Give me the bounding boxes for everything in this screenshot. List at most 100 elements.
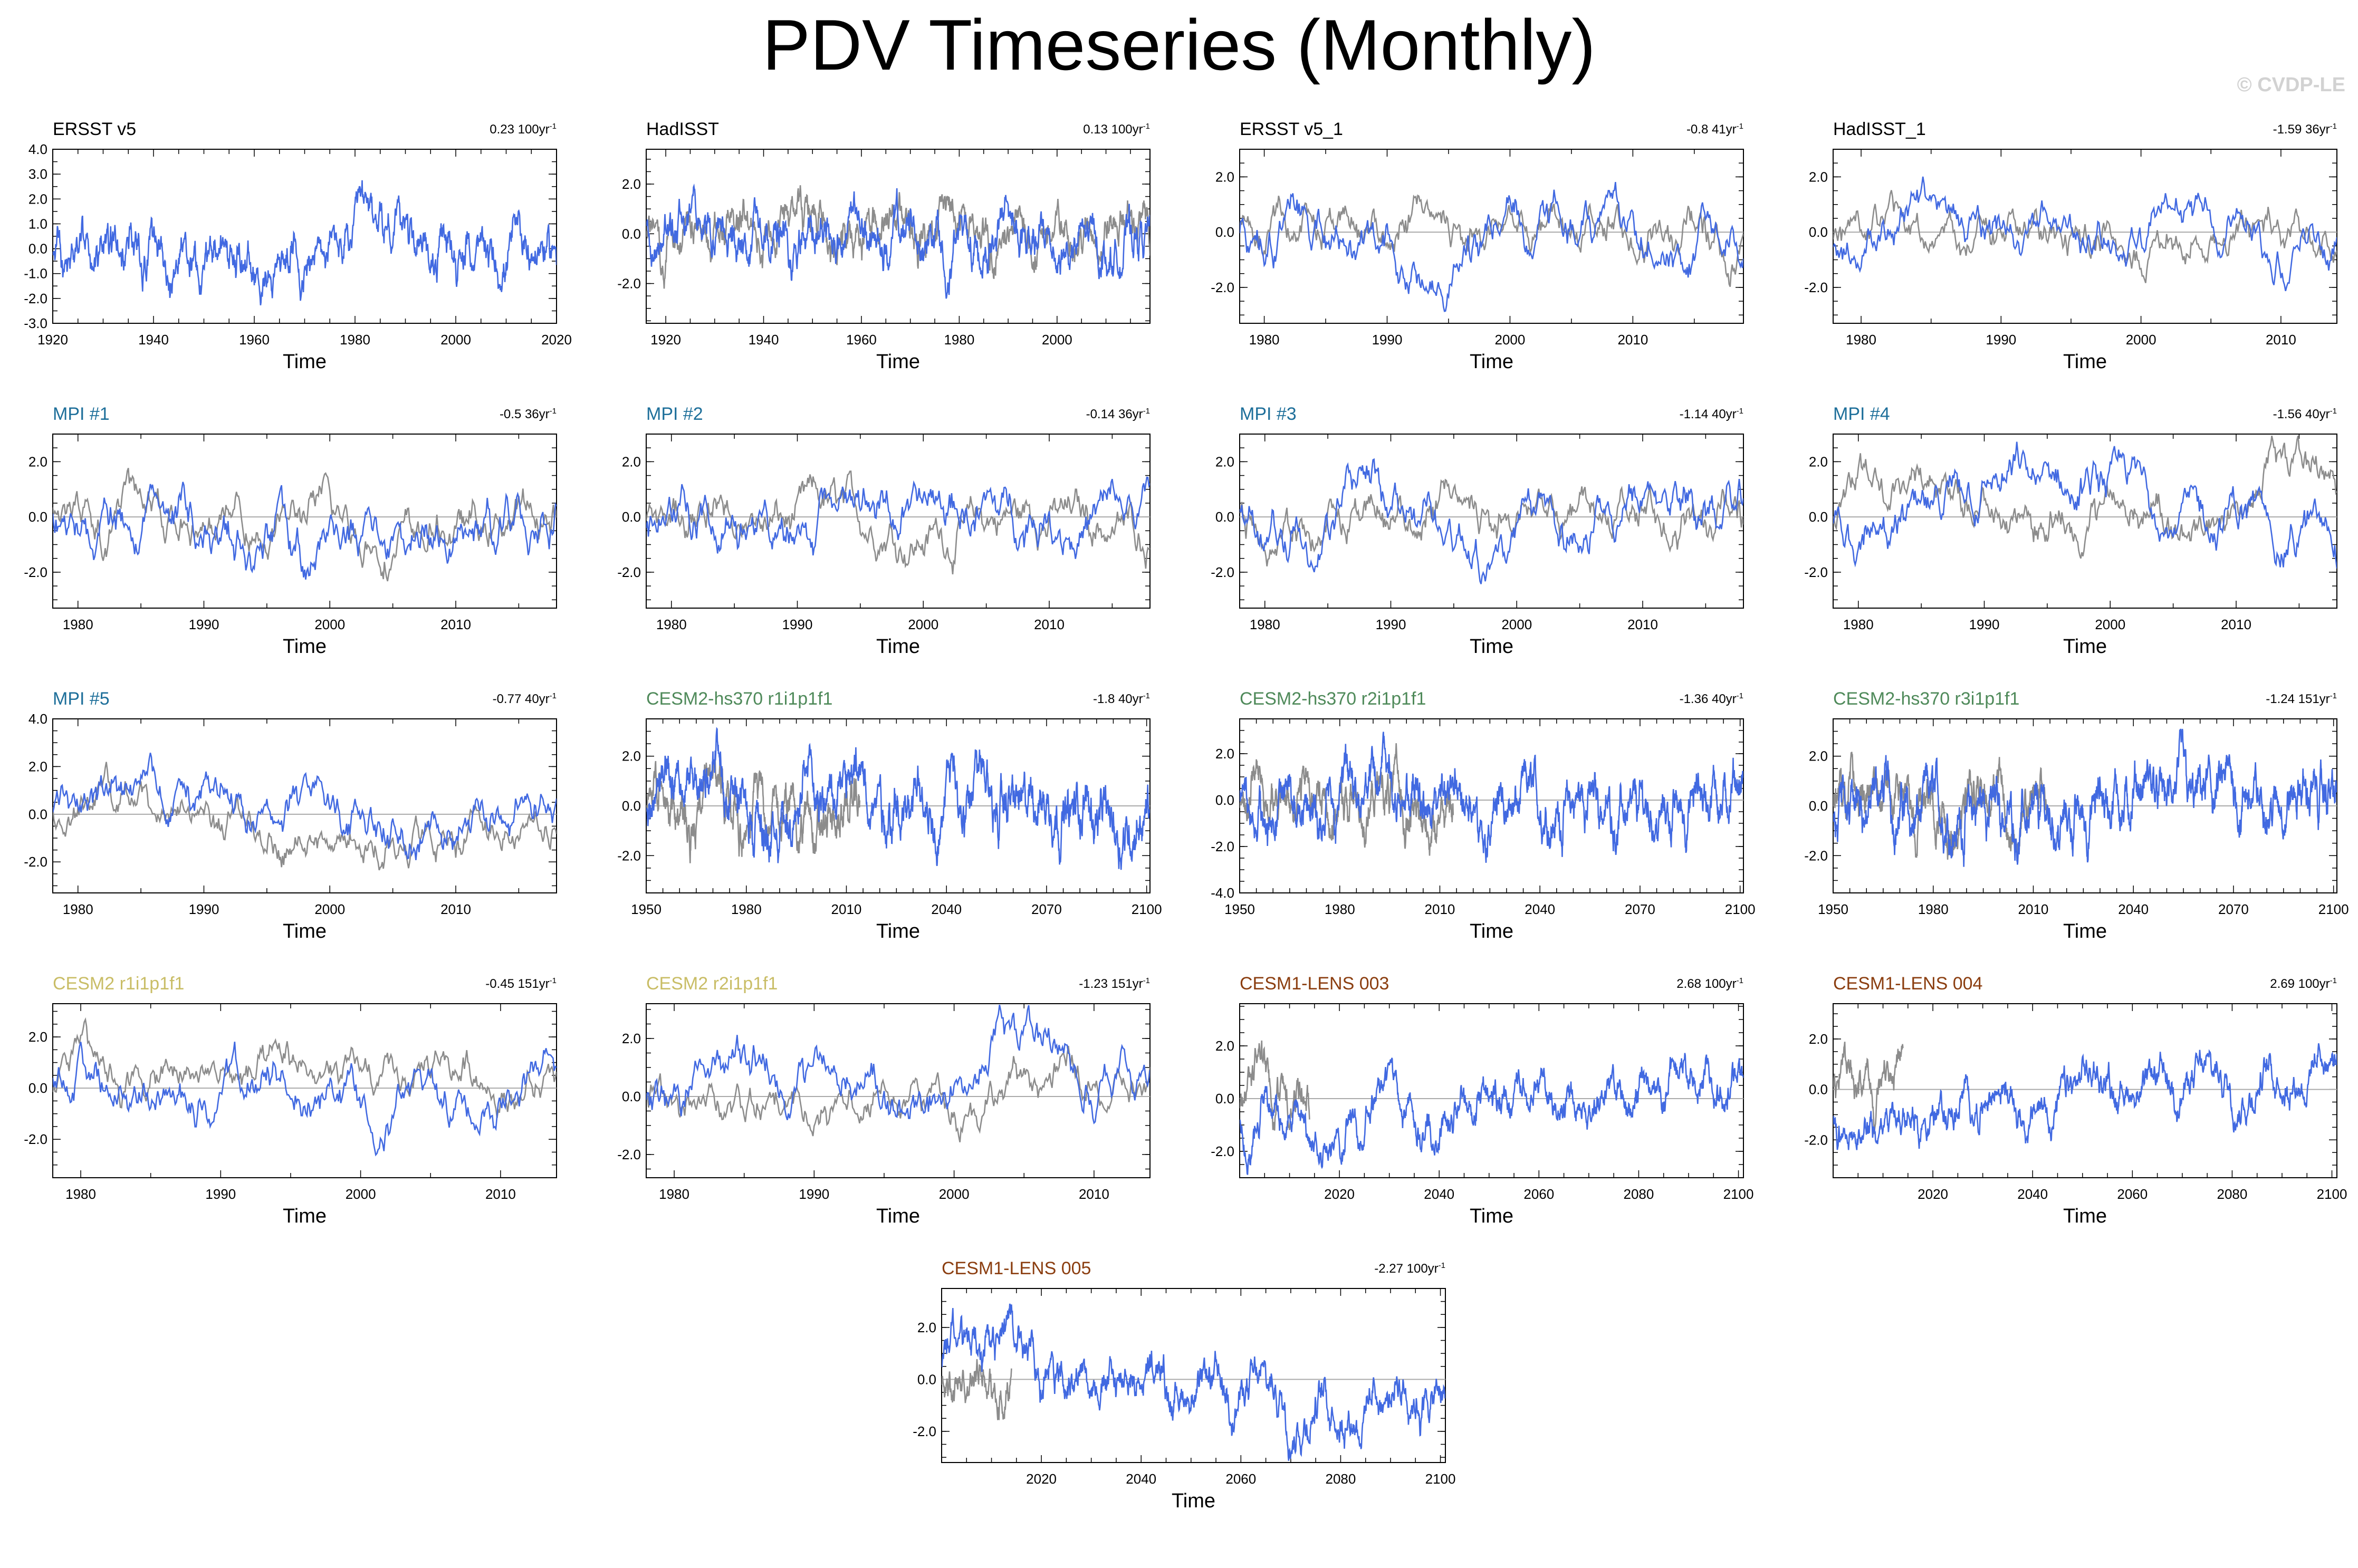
x-tick-label: 2040 xyxy=(931,901,962,917)
plot-area: 2020 2040 2060 2080 2100 2.0 0.0 -2.0 xyxy=(1211,1003,1754,1202)
plot-area: 1980 1990 2000 2010 2.0 0.0 -2.0 xyxy=(617,434,1151,632)
trend-unit-exponent: -1 xyxy=(1143,407,1150,416)
panel-title: MPI #4 xyxy=(1833,404,1890,424)
x-axis-label: Time xyxy=(282,636,327,658)
y-tick-label: -2.0 xyxy=(1211,564,1234,580)
plot-area: 1980 1990 2000 2010 4.0 2.0 0.0 -2.0 xyxy=(24,711,557,917)
x-tick-label: 1990 xyxy=(1372,332,1403,348)
trend-value: -1.59 36yr xyxy=(2273,122,2330,137)
panel-trend: 0.23 100yr-1 xyxy=(419,122,557,137)
x-tick-label: 2070 xyxy=(1625,901,1655,917)
panel-trend: -1.14 40yr-1 xyxy=(1606,407,1743,422)
y-tick-label: 2.0 xyxy=(28,758,47,774)
x-tick-label: 1990 xyxy=(799,1186,829,1202)
axes-frame xyxy=(52,1003,557,1178)
panel-title: CESM2 r1i1p1f1 xyxy=(53,974,185,994)
y-tick-label: -2.0 xyxy=(1804,564,1828,580)
x-tick-label: 2100 xyxy=(2317,1186,2347,1202)
panel-trend: -0.45 151yr-1 xyxy=(419,976,557,992)
x-tick-label: 2100 xyxy=(1725,901,1756,917)
y-tick-label: 2.0 xyxy=(622,1031,641,1046)
x-tick-label: 2100 xyxy=(1723,1186,1754,1202)
plot-area: 1920 1940 1960 1980 2000 2020 4.0 3.0 2.0 1.0 0.0 -… xyxy=(24,141,572,348)
y-tick-label: -2.0 xyxy=(1804,1132,1828,1148)
y-tick-label: -2.0 xyxy=(1211,280,1234,295)
sim-series-line xyxy=(646,183,1150,299)
x-tick-label: 2060 xyxy=(2117,1186,2148,1202)
trend-value: -0.45 151yr xyxy=(485,977,550,991)
x-tick-label: 2000 xyxy=(1042,332,1072,348)
y-tick-label: -2.0 xyxy=(24,1131,47,1147)
panel-trend: -1.59 36yr-1 xyxy=(2200,122,2337,137)
obs-series-line xyxy=(1240,1040,1310,1131)
x-tick-label: 1980 xyxy=(944,332,974,348)
panel-title: CESM2-hs370 r1i1p1f1 xyxy=(646,689,833,709)
panel-title: HadISST xyxy=(646,119,719,139)
x-tick-label: 2040 xyxy=(2118,901,2149,917)
x-tick-label: 2080 xyxy=(2217,1186,2248,1202)
plot-area: 1980 1990 2000 2010 2.0 0.0 -2.0 xyxy=(24,434,557,632)
y-tick-label: 4.0 xyxy=(28,141,47,157)
axes-frame xyxy=(1833,434,2337,609)
trend-value: -2.27 100yr xyxy=(1374,1262,1439,1276)
y-tick-label: 0.0 xyxy=(1215,224,1234,240)
x-tick-label: 2060 xyxy=(1225,1471,1256,1487)
sim-series-line xyxy=(1833,176,2337,292)
x-axis-label: Time xyxy=(282,1205,327,1227)
x-tick-label: 2070 xyxy=(2218,901,2249,917)
panel-trend: 0.13 100yr-1 xyxy=(1013,122,1150,137)
x-tick-label: 2010 xyxy=(2018,901,2049,917)
x-tick-label: 1980 xyxy=(1918,901,1949,917)
x-axis-label: Time xyxy=(2063,1205,2107,1227)
x-tick-label: 2100 xyxy=(1425,1471,1456,1487)
trend-unit-exponent: -1 xyxy=(1438,1261,1445,1270)
plot-area: 1950 1980 2010 2040 2070 2100 2.0 0.0 -2.0 xyxy=(617,718,1162,917)
plot-area: 1980 1990 2000 2010 2.0 0.0 -2.0 xyxy=(1211,434,1744,632)
x-tick-label: 1990 xyxy=(205,1186,236,1202)
x-tick-label: 2010 xyxy=(485,1186,516,1202)
x-tick-label: 2020 xyxy=(541,332,572,348)
sim-series-line xyxy=(1240,181,1743,312)
panel-title: CESM1-LENS 005 xyxy=(942,1258,1091,1278)
x-tick-label: 2000 xyxy=(908,617,938,632)
trend-value: -1.8 40yr xyxy=(1092,692,1143,706)
y-tick-label: 0.0 xyxy=(1809,509,1828,525)
obs-series-line xyxy=(646,470,1150,575)
panel-trend: -2.27 100yr-1 xyxy=(1308,1261,1445,1276)
y-tick-label: 2.0 xyxy=(28,454,47,469)
x-tick-label: 2040 xyxy=(1424,1186,1454,1202)
sim-series-line xyxy=(1833,728,2337,867)
plot-area: 2020 2040 2060 2080 2100 2.0 0.0 -2.0 xyxy=(1804,1003,2347,1202)
y-tick-label: 0.0 xyxy=(28,1080,47,1096)
x-tick-label: 2000 xyxy=(1501,617,1532,632)
y-tick-label: 2.0 xyxy=(28,1029,47,1045)
x-tick-label: 2010 xyxy=(440,617,471,632)
x-tick-label: 2080 xyxy=(1624,1186,1654,1202)
x-tick-label: 2000 xyxy=(346,1186,376,1202)
x-tick-label: 2020 xyxy=(1918,1186,1948,1202)
trend-value: -0.8 41yr xyxy=(1686,122,1737,137)
page-title: PDV Timeseries (Monthly) xyxy=(762,5,1596,85)
x-tick-label: 2010 xyxy=(1617,332,1648,348)
y-tick-label: -2.0 xyxy=(617,564,641,580)
x-axis-label: Time xyxy=(1469,920,1514,942)
panel-title: MPI #1 xyxy=(53,404,110,424)
watermark: © CVDP-LE xyxy=(2237,74,2345,96)
sim-series-line xyxy=(1240,732,1743,863)
panel-4: MPI #1 -0.5 36yr-1 1980 1990 2000 2010 2.0 0.0-… xyxy=(24,404,617,714)
y-tick-label: -2.0 xyxy=(617,276,641,292)
y-tick-label: 2.0 xyxy=(1215,1038,1234,1054)
axes-frame xyxy=(1833,1003,2337,1178)
y-tick-label: -4.0 xyxy=(1211,885,1234,901)
obs-series-line xyxy=(942,1359,1012,1420)
axes-frame xyxy=(1833,149,2337,324)
obs-series-line xyxy=(1833,435,2337,559)
trend-value: -0.5 36yr xyxy=(499,407,550,421)
trend-unit-exponent: -1 xyxy=(2330,407,2337,416)
y-tick-label: 2.0 xyxy=(1809,1031,1828,1047)
x-tick-label: 1980 xyxy=(63,901,93,917)
panel-11: CESM2-hs370 r3i1p1f1 -1.24 151yr-1 1950 198… xyxy=(1804,689,2358,998)
x-tick-label: 2010 xyxy=(1079,1186,1109,1202)
y-tick-label: -3.0 xyxy=(24,315,47,331)
axes-frame xyxy=(1239,434,1744,609)
